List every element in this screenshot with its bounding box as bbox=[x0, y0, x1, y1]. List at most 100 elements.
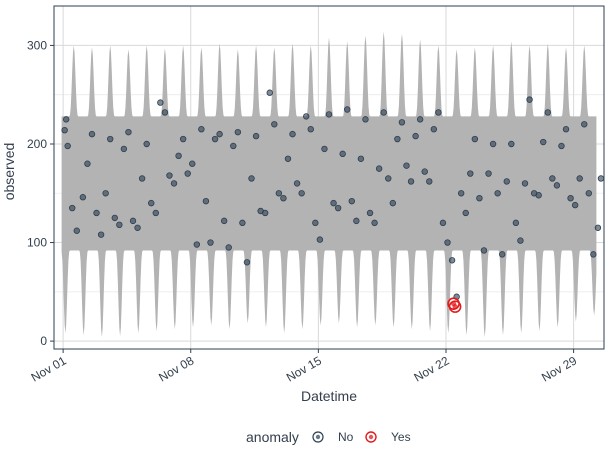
observed-point bbox=[252, 132, 260, 140]
observed-point bbox=[480, 247, 488, 254]
observed-point bbox=[339, 150, 346, 158]
observed-point bbox=[107, 135, 114, 143]
observed-point bbox=[312, 219, 319, 227]
y-axis-ticks: 0 100 200 300 bbox=[27, 38, 54, 348]
legend-title: anomaly bbox=[246, 429, 299, 445]
legend-key-yes bbox=[365, 431, 377, 443]
observed-point bbox=[148, 199, 155, 207]
panel-border bbox=[53, 5, 605, 350]
observed-point bbox=[567, 194, 574, 202]
data-points bbox=[61, 89, 605, 313]
observed-point bbox=[198, 126, 205, 133]
observed-point bbox=[585, 190, 593, 197]
observed-point bbox=[166, 172, 173, 179]
observed-point bbox=[562, 126, 570, 133]
observed-point bbox=[179, 135, 187, 143]
observed-point bbox=[275, 190, 283, 197]
y-tick-label: 100 bbox=[27, 236, 47, 250]
observed-point bbox=[435, 109, 442, 116]
observed-point bbox=[544, 109, 551, 116]
observed-point bbox=[540, 138, 547, 146]
observed-point bbox=[289, 130, 296, 138]
y-tick-label: 300 bbox=[27, 38, 47, 52]
observed-point bbox=[457, 190, 465, 197]
observed-point bbox=[471, 135, 479, 143]
observed-point bbox=[517, 237, 524, 244]
observed-point bbox=[485, 170, 492, 177]
observed-point bbox=[371, 219, 378, 227]
observed-point bbox=[303, 113, 310, 120]
legend-label-yes: Yes bbox=[391, 430, 411, 444]
observed-point bbox=[407, 178, 415, 185]
observed-point bbox=[152, 209, 159, 217]
observed-point bbox=[225, 244, 232, 251]
observed-point bbox=[508, 140, 515, 148]
observed-range-band bbox=[61, 31, 597, 338]
observed-point bbox=[125, 128, 132, 136]
legend-label-no: No bbox=[338, 430, 354, 444]
observed-point bbox=[499, 251, 506, 258]
observed-point bbox=[120, 145, 128, 153]
observed-point bbox=[134, 224, 141, 231]
observed-point bbox=[394, 135, 401, 143]
observed-point bbox=[161, 109, 169, 116]
observed-point bbox=[421, 168, 428, 175]
observed-point bbox=[138, 175, 146, 182]
observed-point bbox=[280, 194, 287, 202]
legend-key-no-dot bbox=[315, 434, 321, 440]
observed-point bbox=[271, 121, 278, 128]
x-tick-label: Nov 22 bbox=[412, 353, 452, 384]
observed-point bbox=[69, 204, 76, 212]
observed-point bbox=[298, 190, 305, 197]
observed-point bbox=[61, 126, 68, 134]
observed-point bbox=[84, 160, 91, 167]
x-axis-title: Datetime bbox=[301, 388, 357, 404]
observed-point bbox=[193, 241, 201, 248]
observed-point bbox=[594, 224, 602, 231]
observed-point bbox=[426, 178, 433, 185]
observed-point bbox=[211, 135, 219, 143]
observed-point bbox=[116, 221, 123, 229]
observed-point bbox=[576, 175, 583, 182]
observed-point bbox=[385, 175, 392, 182]
anomaly-point-ring bbox=[448, 300, 462, 313]
observed-point bbox=[93, 209, 100, 217]
observed-point bbox=[398, 119, 406, 126]
observed-point bbox=[307, 126, 314, 133]
observed-point bbox=[184, 170, 191, 177]
observed-point bbox=[129, 217, 137, 225]
observed-point bbox=[439, 219, 447, 227]
observed-point bbox=[334, 204, 342, 212]
prediction-band bbox=[61, 31, 597, 338]
observed-point bbox=[494, 190, 501, 197]
observed-point bbox=[111, 214, 118, 222]
observed-point bbox=[353, 217, 360, 225]
observed-point bbox=[571, 201, 579, 209]
observed-point bbox=[444, 239, 451, 246]
observed-point bbox=[549, 175, 556, 182]
x-tick-label: Nov 08 bbox=[156, 353, 196, 384]
observed-point bbox=[535, 192, 542, 199]
observed-point bbox=[521, 180, 529, 187]
observed-point bbox=[403, 162, 410, 169]
observed-point bbox=[476, 194, 483, 202]
observed-point bbox=[239, 219, 246, 227]
observed-point bbox=[448, 257, 456, 264]
observed-point bbox=[216, 130, 223, 138]
observed-point bbox=[325, 111, 333, 118]
x-tick-label: Nov 29 bbox=[539, 353, 579, 384]
observed-point bbox=[64, 142, 71, 150]
y-tick-label: 200 bbox=[27, 137, 47, 151]
observed-point bbox=[202, 197, 210, 205]
observed-point bbox=[558, 142, 565, 150]
observed-point bbox=[344, 106, 351, 113]
observed-point bbox=[293, 180, 301, 187]
observed-point bbox=[102, 190, 109, 197]
observed-point bbox=[243, 259, 251, 266]
y-tick-label: 0 bbox=[40, 334, 47, 348]
observed-point bbox=[590, 251, 597, 258]
observed-point bbox=[189, 160, 196, 167]
observed-point bbox=[143, 140, 150, 148]
observed-point bbox=[157, 99, 164, 106]
